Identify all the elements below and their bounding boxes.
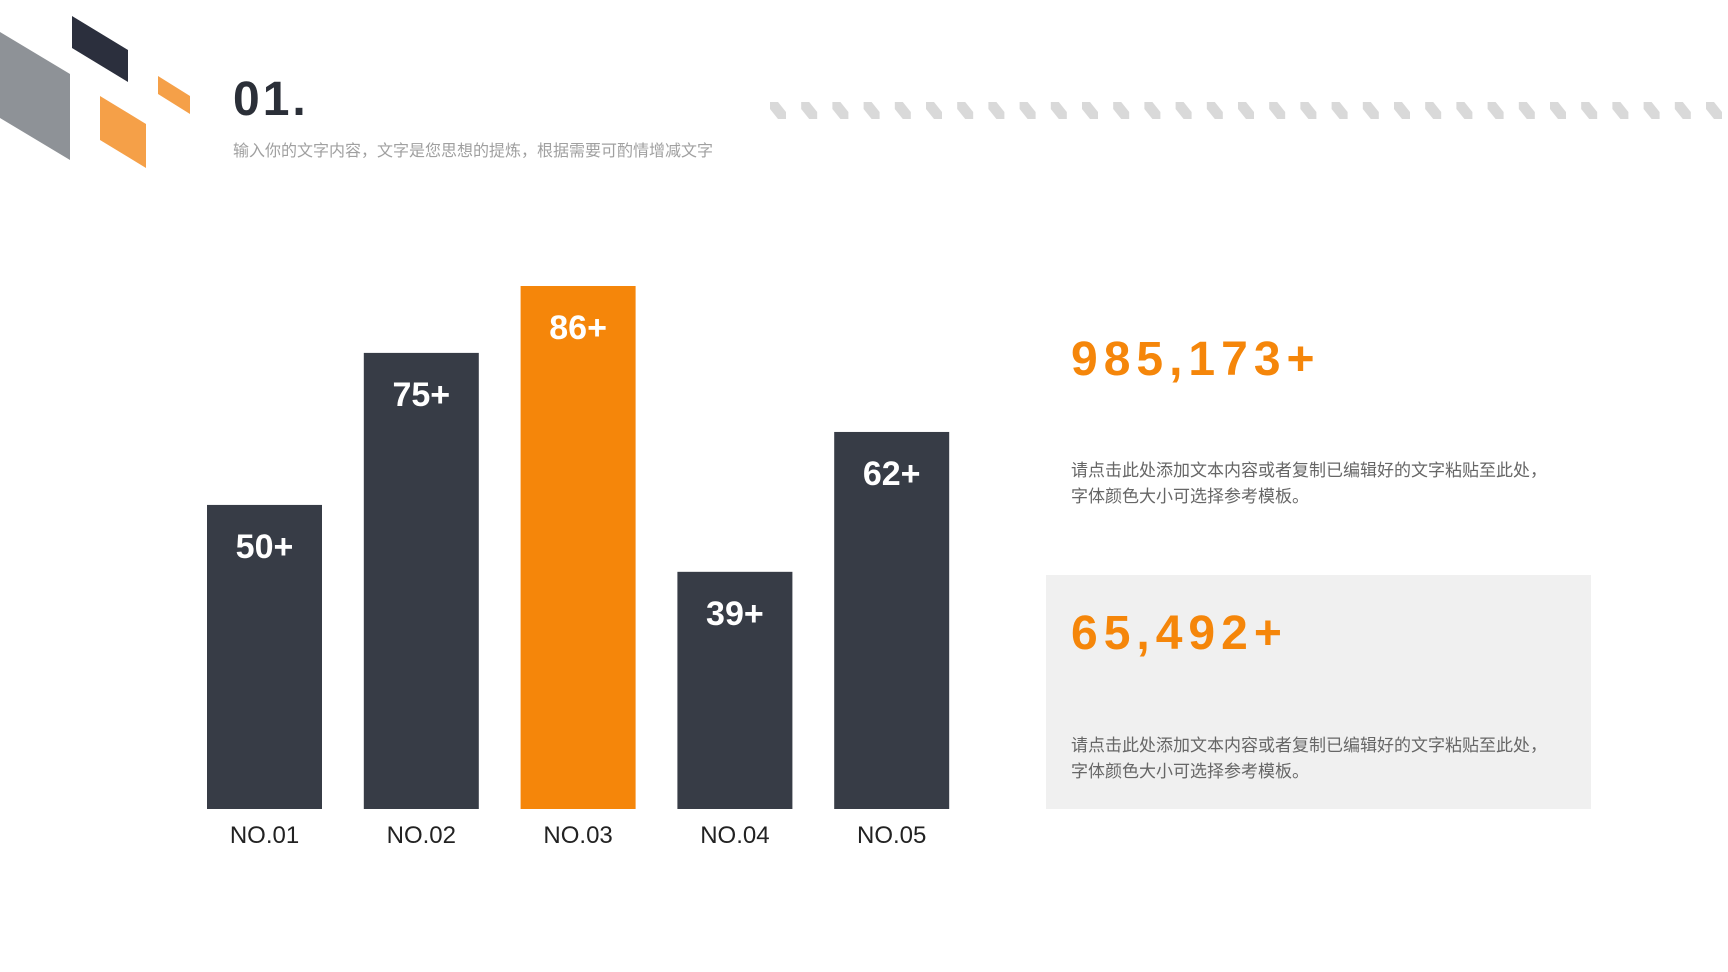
bar	[520, 286, 636, 809]
chevron	[863, 102, 880, 119]
chevron	[1394, 102, 1410, 119]
x-tick-label: NO.01	[230, 822, 299, 849]
chevron	[926, 102, 942, 119]
decoration	[0, 16, 190, 168]
orange-tile	[100, 96, 146, 168]
chevron	[770, 102, 786, 119]
subtitle: 输入你的文字内容，文字是您思想的提炼，根据需要可酌情增减文字	[233, 143, 714, 160]
bar	[677, 571, 793, 809]
bar	[207, 504, 322, 809]
chevron	[1144, 102, 1161, 119]
dark-tile	[72, 16, 128, 82]
chevron	[1487, 102, 1504, 119]
value-label: 75+	[392, 376, 450, 414]
chevron	[1362, 102, 1379, 119]
chevron	[1019, 102, 1036, 119]
value-label: 39+	[706, 595, 764, 633]
x-tick-label: NO.04	[700, 822, 769, 849]
chevron	[1331, 102, 1348, 119]
x-tick-label: NO.02	[387, 822, 456, 849]
chevron	[1050, 102, 1067, 119]
chevron	[1425, 102, 1442, 119]
chevron	[1612, 102, 1629, 119]
chevron	[894, 102, 911, 119]
chevron	[832, 102, 849, 119]
chevron	[1113, 102, 1130, 119]
x-tick-label: NO.05	[857, 822, 926, 849]
chevron	[988, 102, 1005, 119]
chevron	[957, 102, 974, 119]
chevron	[1238, 102, 1254, 119]
stat-box	[1046, 575, 1591, 809]
chevron	[1300, 102, 1317, 119]
chevron	[1674, 102, 1691, 119]
chevron	[1269, 102, 1286, 119]
stat-text: 请点击此处添加文本内容或者复制已编辑好的文字粘贴至此处，字体颜色大小可选择参考模…	[1071, 736, 1547, 781]
photo-tile	[0, 32, 70, 160]
value-label: 86+	[549, 309, 607, 347]
chevron	[1175, 102, 1192, 119]
chevron	[1456, 102, 1473, 119]
chevron	[1518, 102, 1535, 119]
stat-value: 65,492+	[1071, 607, 1288, 660]
orange-tile	[158, 76, 190, 114]
chevron	[801, 102, 818, 119]
stat-text: 请点击此处添加文本内容或者复制已编辑好的文字粘贴至此处，字体颜色大小可选择参考模…	[1071, 461, 1547, 506]
chevron	[1643, 102, 1660, 119]
chevron	[1706, 102, 1722, 119]
bar	[834, 431, 950, 809]
title: 01.	[233, 73, 309, 126]
chevron-strip	[770, 102, 1722, 119]
chevron	[1082, 102, 1098, 119]
chevron	[1206, 102, 1223, 119]
stat-value: 985,173+	[1071, 333, 1321, 386]
value-label: 62+	[863, 455, 921, 493]
value-label: 50+	[236, 528, 294, 566]
chevron	[1550, 102, 1566, 119]
x-tick-label: NO.03	[543, 822, 612, 849]
chevron	[1581, 102, 1598, 119]
bar	[363, 352, 479, 809]
